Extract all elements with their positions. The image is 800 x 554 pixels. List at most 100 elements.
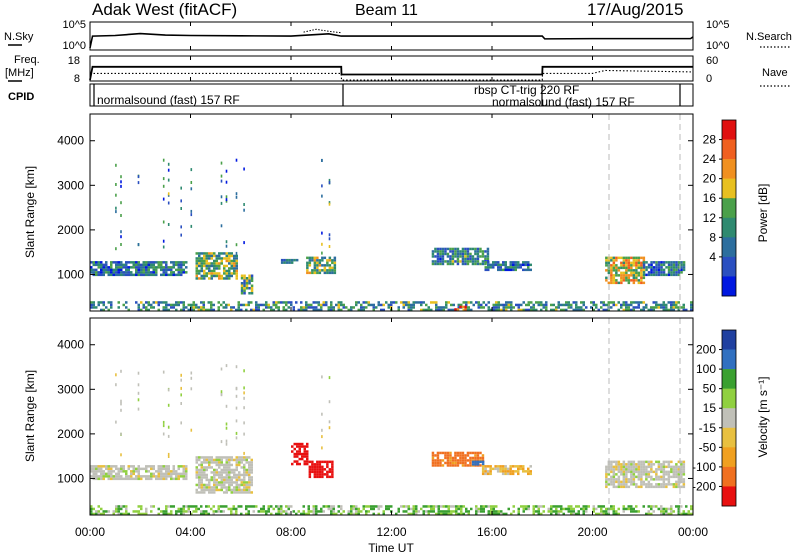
heatmap-cell bbox=[600, 301, 603, 304]
heatmap-cell bbox=[120, 184, 122, 188]
heatmap-cell bbox=[170, 505, 173, 508]
heatmap-cell bbox=[555, 308, 558, 312]
velocity-y-axis-label: Slant Range [km] bbox=[23, 370, 37, 462]
heatmap-cell bbox=[200, 308, 203, 312]
heatmap-cell bbox=[235, 267, 238, 270]
heatmap-cell bbox=[474, 451, 477, 455]
heatmap-cell bbox=[395, 512, 398, 516]
heatmap-cell bbox=[522, 268, 525, 272]
heatmap-cell bbox=[203, 483, 206, 487]
heatmap-cell bbox=[680, 473, 683, 476]
heatmap-cell bbox=[328, 400, 331, 404]
heatmap-cell bbox=[223, 486, 226, 489]
heatmap-cell bbox=[200, 262, 203, 265]
heatmap-cell bbox=[615, 271, 618, 275]
heatmap-cell bbox=[110, 475, 113, 478]
heatmap-cell bbox=[225, 257, 228, 260]
heatmap-cell bbox=[431, 459, 435, 462]
heatmap-cell bbox=[316, 259, 319, 262]
heatmap-cell bbox=[245, 468, 248, 472]
heatmap-cell bbox=[454, 451, 457, 455]
heatmap-cell bbox=[422, 301, 425, 304]
heatmap-cell bbox=[479, 451, 482, 455]
heatmap-cell bbox=[537, 303, 540, 307]
heatmap-cell bbox=[127, 266, 130, 269]
heatmap-cell bbox=[200, 473, 203, 477]
heatmap-cell bbox=[243, 292, 246, 295]
heatmap-cell bbox=[670, 505, 673, 508]
heatmap-cell bbox=[92, 475, 95, 478]
heatmap-cell bbox=[182, 475, 185, 478]
heatmap-cell bbox=[100, 507, 103, 511]
heatmap-cell bbox=[112, 271, 115, 274]
heatmap-cell bbox=[321, 468, 324, 471]
heatmap-cell bbox=[235, 264, 238, 268]
heatmap-cell bbox=[617, 470, 621, 474]
heatmap-cell bbox=[504, 263, 507, 267]
heatmap-cell bbox=[672, 468, 676, 471]
heatmap-cell bbox=[205, 512, 208, 516]
heatmap-cell bbox=[471, 459, 475, 462]
heatmap-cell bbox=[610, 470, 613, 474]
heatmap-cell bbox=[355, 507, 358, 511]
heatmap-cell bbox=[670, 468, 673, 471]
heatmap-cell bbox=[248, 456, 251, 459]
heatmap-cell bbox=[316, 460, 319, 464]
heatmap-cell bbox=[500, 512, 503, 516]
heatmap-cell bbox=[137, 181, 140, 185]
heatmap-cell bbox=[316, 465, 319, 469]
heatmap-cell bbox=[680, 512, 683, 516]
heatmap-cell bbox=[437, 306, 440, 309]
heatmap-cell bbox=[451, 459, 455, 462]
heatmap-cell bbox=[243, 468, 246, 472]
heatmap-cell bbox=[175, 308, 178, 312]
heatmap-cell bbox=[550, 308, 553, 312]
heatmap-cell bbox=[137, 510, 140, 513]
heatmap-cell bbox=[650, 505, 653, 508]
heatmap-cell bbox=[210, 308, 213, 312]
heatmap-cell bbox=[615, 266, 618, 270]
heatmap-cell bbox=[469, 461, 472, 465]
heatmap-cell bbox=[415, 505, 418, 508]
heatmap-cell bbox=[218, 471, 221, 474]
heatmap-cell bbox=[610, 306, 613, 309]
heatmap-cell bbox=[307, 303, 310, 307]
heatmap-cell bbox=[451, 247, 455, 251]
heatmap-cell bbox=[125, 475, 128, 478]
heatmap-cell bbox=[203, 473, 206, 477]
heatmap-region bbox=[471, 460, 485, 466]
heatmap-cell bbox=[585, 510, 588, 513]
heatmap-cell bbox=[505, 512, 508, 516]
heatmap-cell bbox=[615, 281, 618, 285]
heatmap-cell bbox=[102, 472, 105, 476]
heatmap-cell bbox=[302, 306, 305, 309]
heatmap-cell bbox=[218, 262, 221, 265]
heatmap-cell bbox=[240, 282, 244, 285]
heatmap-cell bbox=[147, 263, 150, 267]
heatmap-cell bbox=[225, 488, 228, 492]
heatmap-cell bbox=[225, 461, 228, 464]
heatmap-cell bbox=[328, 237, 331, 241]
heatmap-cell bbox=[240, 481, 243, 484]
colorbar-segment bbox=[722, 466, 736, 487]
heatmap-cell bbox=[243, 284, 246, 287]
heatmap-cell bbox=[260, 510, 263, 513]
heatmap-cell bbox=[525, 505, 528, 508]
heatmap-cell bbox=[243, 458, 246, 462]
heatmap-cell bbox=[612, 301, 615, 304]
heatmap-cell bbox=[459, 461, 462, 465]
heatmap-cell bbox=[215, 254, 218, 258]
heatmap-cell bbox=[655, 306, 658, 309]
heatmap-cell bbox=[637, 271, 641, 275]
heatmap-cell bbox=[625, 276, 628, 280]
heatmap-cell bbox=[377, 505, 380, 508]
heatmap-cell bbox=[198, 277, 201, 280]
heatmap-cell bbox=[427, 512, 430, 516]
heatmap-cell bbox=[240, 461, 243, 464]
heatmap-cell bbox=[228, 458, 231, 462]
heatmap-cell bbox=[180, 271, 183, 274]
heatmap-cell bbox=[318, 465, 322, 469]
heatmap-cell bbox=[489, 470, 492, 473]
heatmap-cell bbox=[469, 456, 472, 460]
heatmap-cell bbox=[207, 512, 210, 516]
